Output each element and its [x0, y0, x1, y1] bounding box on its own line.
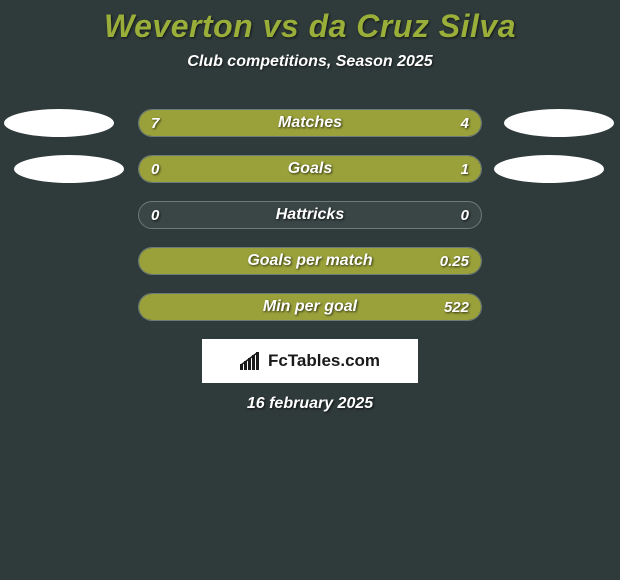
left-player-ellipse [4, 109, 114, 137]
stat-row: 0 0Hattricks [138, 201, 482, 229]
page-title: Weverton vs da Cruz Silva [0, 8, 620, 45]
right-player-ellipse [504, 109, 614, 137]
stat-row: 0.25Goals per match [138, 247, 482, 275]
bar-left [139, 156, 201, 182]
brand-text: FcTables.com [268, 351, 380, 371]
stat-value-left: 0 [151, 202, 159, 228]
bar-right [201, 156, 481, 182]
stat-value-left: 7 [151, 110, 159, 136]
stat-value-right: 0 [461, 202, 469, 228]
brand-badge: FcTables.com [202, 339, 418, 383]
chart-bars-icon [240, 352, 262, 370]
stat-row: 74Matches [138, 109, 482, 137]
stat-row: 522Min per goal [138, 293, 482, 321]
bar-left [139, 110, 357, 136]
stat-value-right: 4 [461, 110, 469, 136]
bar-right [139, 294, 481, 320]
stat-value-right: 0.25 [440, 248, 469, 274]
stat-value-right: 522 [444, 294, 469, 320]
right-player-ellipse [494, 155, 604, 183]
stat-label: Hattricks [139, 202, 481, 228]
bar-right [139, 248, 481, 274]
stat-value-left: 0 [151, 156, 159, 182]
date-label: 16 february 2025 [0, 395, 620, 413]
left-player-ellipse [14, 155, 124, 183]
stat-value-right: 1 [461, 156, 469, 182]
stats-area: 74Matches01Goals00Hattricks0.25Goals per… [0, 109, 620, 321]
comparison-card: Weverton vs da Cruz Silva Club competiti… [0, 0, 620, 413]
subtitle: Club competitions, Season 2025 [0, 53, 620, 71]
stat-row: 01Goals [138, 155, 482, 183]
